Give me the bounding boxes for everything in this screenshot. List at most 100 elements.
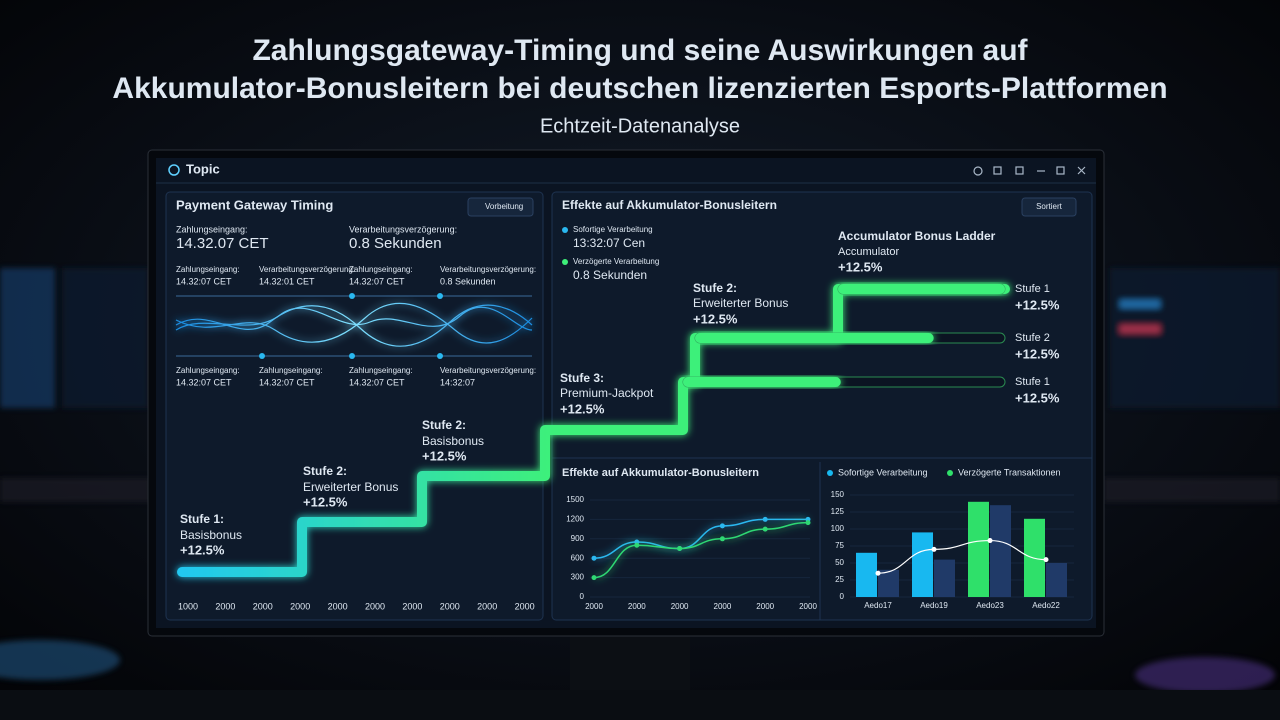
step-label: Basisbonus xyxy=(180,528,242,542)
x-tick-label: 2000 xyxy=(671,602,689,611)
y-tick-label: 900 xyxy=(571,534,585,543)
wave-value: 0.8 Sekunden xyxy=(440,276,496,286)
wave-value: 14.32:07 CET xyxy=(349,276,405,286)
bar xyxy=(878,569,899,597)
line-series xyxy=(593,518,808,559)
app-icon xyxy=(168,164,180,176)
x-tick-label: 1000 xyxy=(178,601,198,611)
row-change: +12.5% xyxy=(1015,390,1060,405)
step-name: Stufe 1: xyxy=(180,512,224,526)
wave-label: Verarbeitungsverzögerung: xyxy=(440,265,536,274)
x-tick-label: Aedo19 xyxy=(920,601,948,610)
line-point xyxy=(591,575,597,581)
y-tick-label: 1500 xyxy=(566,495,584,504)
bar xyxy=(856,552,877,597)
trend-point xyxy=(1043,557,1049,563)
window-controls[interactable] xyxy=(973,166,1086,176)
row-name: Stufe 1 xyxy=(1015,283,1050,295)
ladder-title: Accumulator Bonus Ladder xyxy=(838,229,996,243)
step-name: Stufe 2: xyxy=(422,418,466,432)
x-tick-label: 2000 xyxy=(253,601,273,611)
x-tick-label: 2000 xyxy=(290,601,310,611)
ladder-change: +12.5% xyxy=(838,259,883,274)
x-tick-label: 2000 xyxy=(365,601,385,611)
row-change: +12.5% xyxy=(1015,346,1060,361)
wave-label: Verarbeitungsverzögerung: xyxy=(259,265,355,274)
x-tick-label: 2000 xyxy=(585,602,603,611)
row-name: Stufe 2 xyxy=(1015,332,1050,344)
progress-fill xyxy=(838,284,1005,294)
progress-fill xyxy=(683,377,841,387)
background-monitors xyxy=(0,268,1280,693)
line-series xyxy=(593,521,809,579)
line-point xyxy=(762,526,768,532)
window-title: Topic xyxy=(186,161,220,176)
line-point xyxy=(719,523,725,529)
page-title: Zahlungsgateway-Timing und seine Auswirk… xyxy=(252,34,1028,67)
y-tick-label: 0 xyxy=(580,592,585,601)
page-title: Akkumulator-Bonusleitern bei deutschen l… xyxy=(112,72,1167,105)
legend-label: Sofortige Verarbeitung xyxy=(573,225,653,234)
step-label: Basisbonus xyxy=(422,434,484,448)
bar xyxy=(990,505,1011,597)
step-name: Stufe 3: xyxy=(560,371,604,385)
wave-value: 14.32:07 CET xyxy=(349,377,405,387)
y-tick-label: 600 xyxy=(571,553,585,562)
ladder-label: Accumulator xyxy=(838,246,899,258)
line-point xyxy=(591,555,597,561)
line-point xyxy=(719,536,725,542)
y-tick-label: 75 xyxy=(835,541,844,550)
field-label: Zahlungseingang: xyxy=(176,224,248,234)
dropdown[interactable] xyxy=(467,197,534,217)
panel-title: Effekte auf Akkumulator-Bonusleitern xyxy=(562,198,777,212)
line-point xyxy=(762,516,768,522)
desk xyxy=(0,690,1280,720)
step-change: +12.5% xyxy=(560,401,605,416)
wave-label: Zahlungseingang: xyxy=(349,265,413,274)
step-change: +12.5% xyxy=(693,311,738,326)
y-tick-label: 1200 xyxy=(566,515,584,524)
x-tick-label: 2000 xyxy=(402,601,422,611)
wave-value: 14.32:07 CET xyxy=(176,276,232,286)
y-tick-label: 50 xyxy=(835,558,844,567)
x-tick-label: 2000 xyxy=(215,601,235,611)
legend-label: Sofortige Verarbeitung xyxy=(838,467,928,477)
wave-label: Zahlungseingang: xyxy=(176,366,240,375)
step-label: Erweiterter Bonus xyxy=(693,296,788,310)
legend-dot xyxy=(562,227,568,233)
field-label: Verarbeitungsverzögerung: xyxy=(349,224,457,234)
x-tick-label: 2000 xyxy=(515,601,535,611)
step-label: Premium-Jackpot xyxy=(560,386,654,400)
field-value: 0.8 Sekunden xyxy=(349,235,442,252)
bar xyxy=(912,532,933,597)
wave-label: Zahlungseingang: xyxy=(176,265,240,274)
wave-value: 14:32:07 xyxy=(440,377,475,387)
x-tick-label: Aedo17 xyxy=(864,601,892,610)
x-tick-label: 2000 xyxy=(440,601,460,611)
legend-dot xyxy=(827,470,833,476)
legend-value: 0.8 Sekunden xyxy=(573,268,647,282)
line-point xyxy=(634,542,640,548)
wave-value: 14.32:01 CET xyxy=(259,276,315,286)
field-value: 14.32.07 CET xyxy=(176,235,269,252)
step-name: Stufe 2: xyxy=(303,464,347,478)
x-tick-label: 2000 xyxy=(628,602,646,611)
left-panel xyxy=(165,191,544,621)
dropdown[interactable] xyxy=(1021,197,1077,217)
wave-value: 14.32:07 CET xyxy=(176,377,232,387)
trend-point xyxy=(987,538,993,544)
step-change: +12.5% xyxy=(303,494,348,509)
legend-label: Verzögerte Verarbeitung xyxy=(573,257,659,266)
wave-value: 14.32:07 CET xyxy=(259,377,315,387)
step-change: +12.5% xyxy=(180,542,225,557)
legend-value: 13:32:07 Cen xyxy=(573,236,645,250)
x-tick-label: 2000 xyxy=(799,602,817,611)
legend-dot xyxy=(947,470,953,476)
trend-point xyxy=(931,546,937,552)
row-name: Stufe 1 xyxy=(1015,376,1050,388)
x-tick-label: 2000 xyxy=(714,602,732,611)
monitor-stand xyxy=(570,636,690,690)
dropdown-label: Vorbeitung xyxy=(485,202,523,211)
